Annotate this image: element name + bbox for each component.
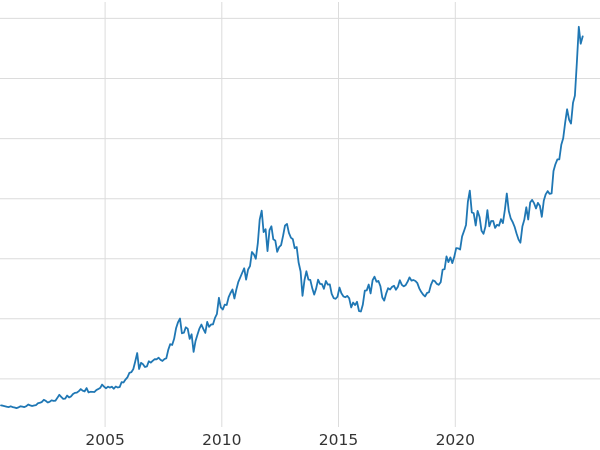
x-tick-label: 2015 xyxy=(319,431,358,449)
price-line xyxy=(0,25,584,409)
x-tick-label: 2005 xyxy=(85,431,124,449)
gridlines xyxy=(0,2,600,427)
x-tick-label: 2020 xyxy=(436,431,475,449)
x-axis-tick-labels: 2005 2010 2015 2020 xyxy=(85,431,475,449)
x-tick-label: 2010 xyxy=(202,431,241,449)
price-line-series xyxy=(0,25,584,409)
